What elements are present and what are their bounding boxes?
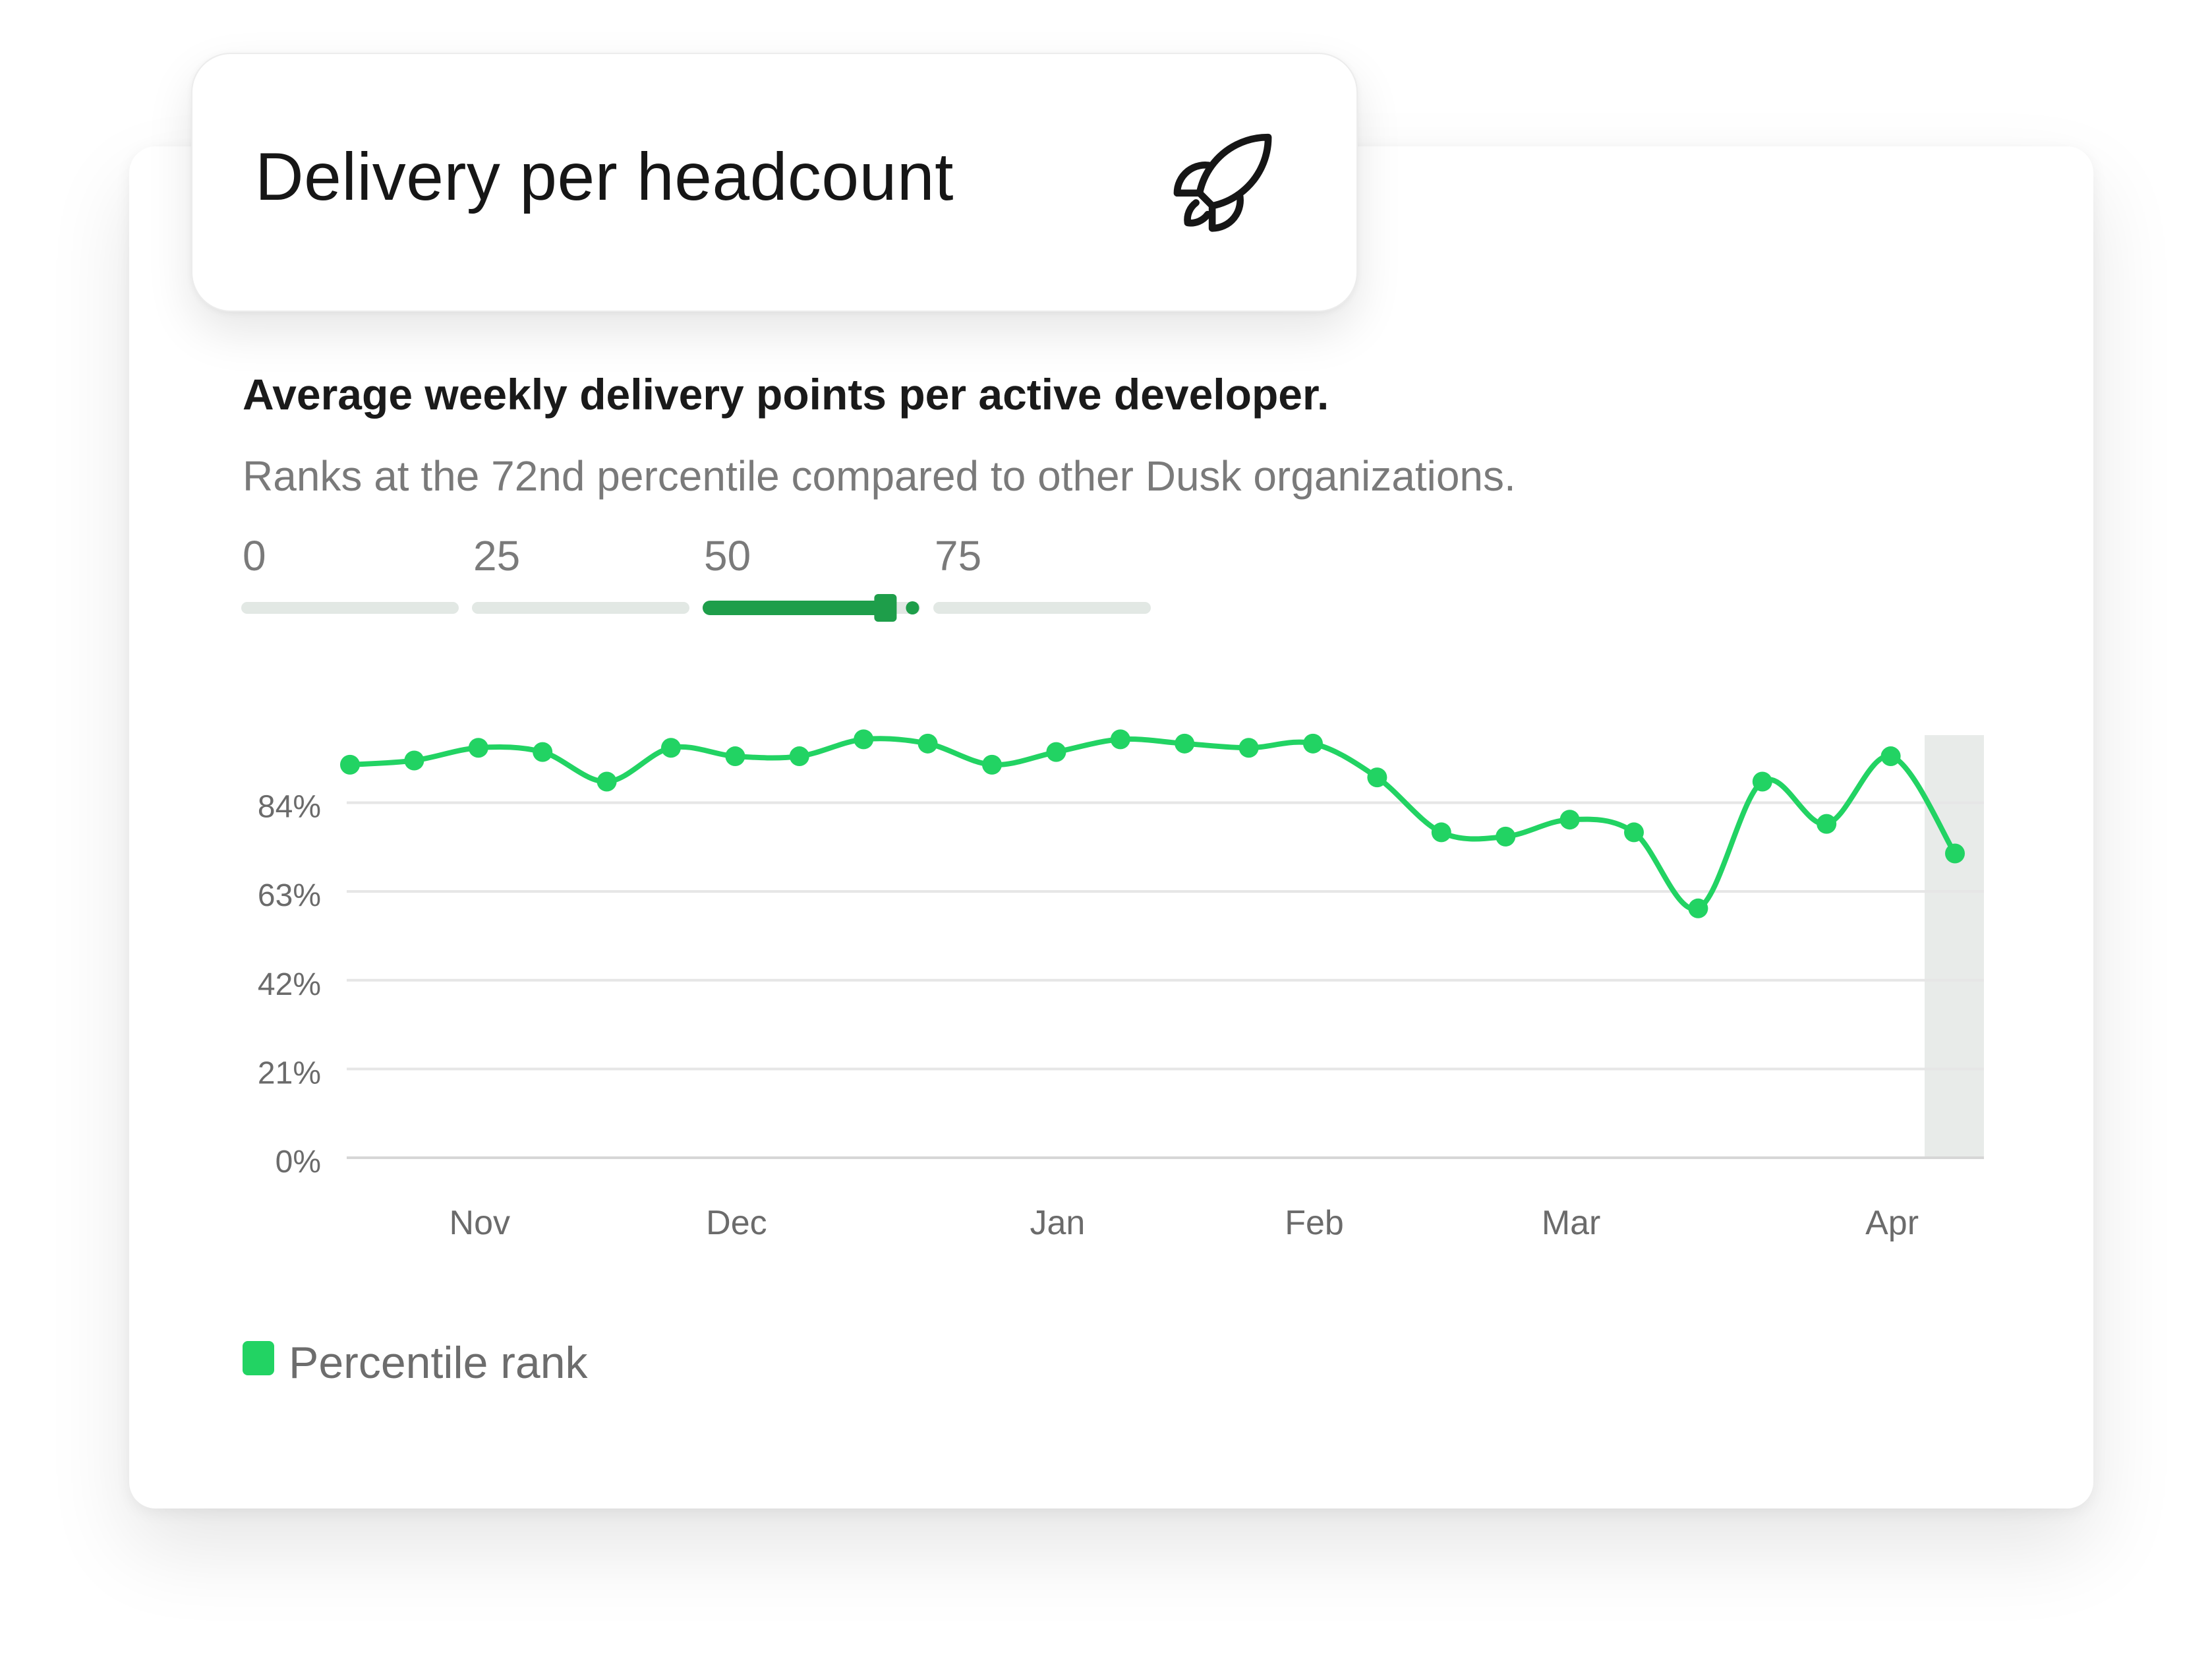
data-point — [1496, 826, 1516, 847]
x-tick-label: Feb — [1285, 1204, 1344, 1242]
rocket-icon — [1173, 133, 1272, 232]
scale-segment-0-25 — [241, 602, 459, 614]
series-line-percentile-rank — [347, 736, 1958, 912]
data-point — [725, 746, 745, 767]
x-tick-label: Jan — [1030, 1204, 1085, 1242]
data-point — [1303, 733, 1323, 754]
data-point — [982, 754, 1002, 775]
y-tick-label: 42% — [258, 967, 321, 1002]
data-point — [917, 733, 938, 754]
data-point — [1559, 810, 1580, 830]
x-tick-label: Apr — [1865, 1204, 1919, 1242]
data-point — [661, 738, 681, 758]
data-point — [789, 746, 809, 767]
data-point — [533, 742, 553, 762]
data-point — [1880, 746, 1901, 767]
scale-label-25: 25 — [473, 532, 521, 580]
data-point — [1945, 843, 1965, 864]
data-point — [1238, 738, 1259, 758]
scale-marker — [874, 594, 897, 622]
x-tick-label: Dec — [706, 1204, 767, 1242]
data-point — [340, 754, 360, 775]
data-point — [597, 771, 617, 792]
data-point — [1046, 742, 1066, 762]
latest-period-highlight — [1925, 735, 1984, 1158]
scale-segment-25-50 — [472, 602, 689, 614]
scale-marker-dot — [906, 601, 919, 614]
legend-label: Percentile rank — [289, 1338, 588, 1388]
data-point — [1752, 771, 1772, 792]
metric-description: Average weekly delivery points per activ… — [243, 370, 1329, 419]
data-point — [854, 729, 874, 750]
metric-title-card: Delivery per headcount — [191, 53, 1358, 312]
y-tick-label: 84% — [258, 790, 321, 825]
scale-label-50: 50 — [704, 532, 751, 580]
data-point — [1817, 814, 1837, 834]
x-tick-label: Nov — [450, 1204, 510, 1242]
data-point — [1624, 822, 1644, 843]
legend-swatch — [243, 1341, 274, 1375]
scale-fill — [703, 601, 894, 615]
chart-card — [129, 146, 2093, 1508]
x-tick-label: Mar — [1542, 1204, 1601, 1242]
data-point — [1110, 729, 1130, 750]
y-tick-label: 63% — [258, 878, 321, 913]
data-point — [468, 738, 488, 758]
data-point — [1431, 822, 1451, 843]
data-point — [404, 750, 424, 771]
data-point — [1367, 767, 1387, 788]
scale-segment-75-100 — [933, 602, 1151, 614]
y-tick-label: 0% — [276, 1145, 321, 1179]
data-point — [1175, 733, 1195, 754]
scale-label-75: 75 — [935, 532, 982, 580]
percentile-rank-text: Ranks at the 72nd percentile compared to… — [243, 452, 1516, 500]
metric-title: Delivery per headcount — [255, 139, 954, 214]
scale-label-0: 0 — [243, 532, 266, 580]
y-tick-label: 21% — [258, 1056, 321, 1090]
data-point — [1688, 898, 1708, 918]
